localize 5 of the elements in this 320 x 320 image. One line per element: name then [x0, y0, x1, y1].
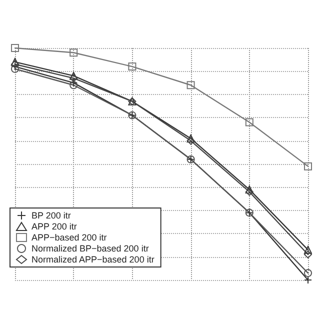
- legend-label: BP 200 itr: [32, 210, 71, 220]
- legend-label: APP 200 itr: [32, 222, 77, 232]
- legend-label: Normalized APP−based 200 itr: [32, 254, 154, 264]
- legend-label: Normalized BP−based 200 itr: [32, 244, 149, 254]
- legend-label: APP−based 200 itr: [32, 232, 107, 242]
